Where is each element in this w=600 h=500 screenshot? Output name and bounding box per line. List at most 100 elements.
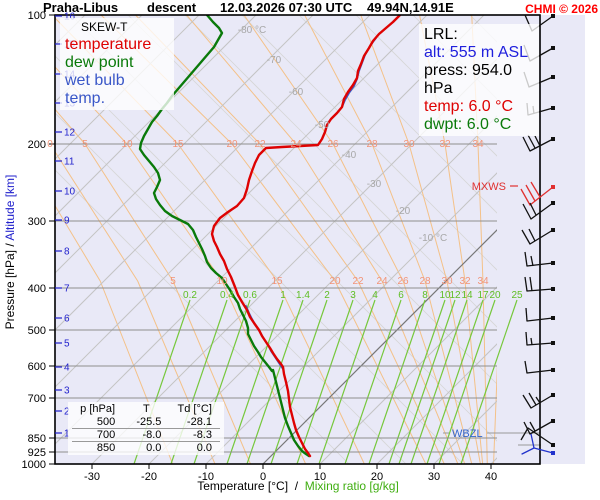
wind-barb-feather [529,202,537,216]
grid-diagonal-line [184,15,497,328]
axis-separator2: / [288,479,305,493]
altitude-tick-label: 10 [64,187,76,198]
pressure-tick-label: 925 [28,447,46,459]
adiabat-label: 32 [459,276,471,287]
mixing-ratio-line [296,299,354,464]
wind-barb-feather [530,337,533,346]
levels-table-cell: 0.0 [123,441,170,454]
wind-barb-shaft [527,427,554,446]
pressure-tick-label: 200 [28,139,46,151]
mixing-ratio-label: 6 [398,290,404,301]
legend-item-temperature: temperature [65,36,152,53]
temperature-tick-label: 0 [260,471,266,483]
lrl-heading: LRL: [424,26,458,43]
adiabat-label: 20 [226,139,238,150]
wind-barb [524,251,555,267]
wind-barb-shaft [529,138,554,152]
pressure-tick-label: 1000 [22,459,46,471]
isotherm-line [376,343,497,464]
adiabat-label: 24 [376,276,388,287]
wind-barbs [520,14,555,455]
isotherm-label: -10 °C [419,233,447,244]
wind-barb-shaft [530,394,554,409]
altitude-axis-label: Altitude [km] [3,175,17,241]
levels-table-cell: 500 [96,416,116,428]
adiabat-label: 26 [397,276,409,287]
wind-barb [522,134,555,152]
mixing-ratio-label: 20 [489,290,501,301]
pressure-tick-label: 600 [28,361,46,373]
title-bar: Praha-Libus descent 12.03.2026 07:30 UTC… [0,0,600,15]
lrl-dewpoint: dwpt: 6.0 °C [424,116,512,133]
adiabat-label: 32 [439,139,451,150]
mixing-ratio-label: 25 [511,290,523,301]
mixing-ratio-label: 0.6 [243,290,257,301]
temperature-tick-label: 40 [485,471,497,483]
adiabat-label: 15 [172,139,184,150]
altitude-tick-label: 6 [64,314,70,325]
wind-barb-feather [522,394,532,409]
levels-table: p [hPa] T Td [°C] 500 -25.5 -28.1 700 -8.0 -8… [72,403,220,454]
wind-barb-shaft [526,317,554,322]
wind-barb-feather [520,188,531,206]
adiabat-label: 22 [352,276,364,287]
wind-barb-feather [529,276,533,292]
wind-barb-shaft [526,369,554,374]
wind-barb-feather [530,181,541,198]
wind-barb-feather [524,276,528,292]
altitude-tick-label: 9 [64,216,70,227]
mixing-ratio-label: 14 [461,290,473,301]
wind-barb-shaft [530,202,554,220]
temperature-curve [210,15,402,458]
wind-barb [524,360,555,374]
wind-barb-feather [525,184,536,202]
isotherm-line [55,15,485,445]
altitude-tick-label: 11 [64,157,75,168]
lrl-info-panel: LRL: alt: 555 m ASL press: 954.0 hPa tem… [419,24,539,136]
adiabat-label: 34 [472,139,484,150]
altitude-tick-label: 12 [64,128,76,139]
isotherm-label: -40 [342,150,357,161]
adiabat-label: 28 [419,276,431,287]
altitude-tick-label: 5 [64,339,70,350]
mixing-ratio-label: 1 [280,290,286,301]
adiabat-label: 30 [441,276,453,287]
mixing-axis-label: Mixing ratio [g/kg] [305,479,399,493]
mixing-ratio-line [398,299,456,464]
wind-barb [521,228,555,245]
wind-barb [522,201,555,220]
isotherm-label: -70 [267,55,282,66]
isotherm-label: -60 [289,87,304,98]
wind-barb-feather [535,396,541,404]
wind-barb-feather [528,392,537,406]
temperature-tick-label: 10 [314,471,326,483]
wind-barb [521,433,555,455]
wind-barb-feather [520,427,529,441]
temperature-tick-label: -30 [84,471,100,483]
wind-barb-feather [521,229,531,245]
mixing-ratio-label: 8 [422,290,428,301]
isotherm-label: -80 °C [238,25,266,36]
mixing-ratio-line [270,299,328,464]
temperature-tick-label: -10 [198,471,214,483]
adiabat-label: 5 [82,139,88,150]
legend-item-wetbulb: wet bulb temp. [65,72,125,107]
altitude-tick-label: 3 [64,386,70,397]
adiabat-label: 22 [254,139,266,150]
mixing-ratio-label: 12 [449,290,461,301]
dry-adiabat-line [304,15,473,464]
isotherm-label: -20 [396,206,411,217]
y-axis-caption: Pressure [hPa] / Altitude [km] [3,175,17,330]
pressure-axis-label: Pressure [hPa] [3,250,17,329]
pressure-tick-label: 100 [28,10,46,22]
wind-barb-feather [522,136,531,152]
lrl-altitude: alt: 555 m ASL [424,44,529,61]
mixing-ratio-label: 3 [350,290,356,301]
wind-barb-feather [525,307,528,322]
mixing-ratio-label: 4 [372,290,378,301]
altitude-tick-label: 16 [64,12,76,23]
mxws-label: MXWS [472,181,506,193]
levels-table-cell: -25.5 [136,416,162,428]
